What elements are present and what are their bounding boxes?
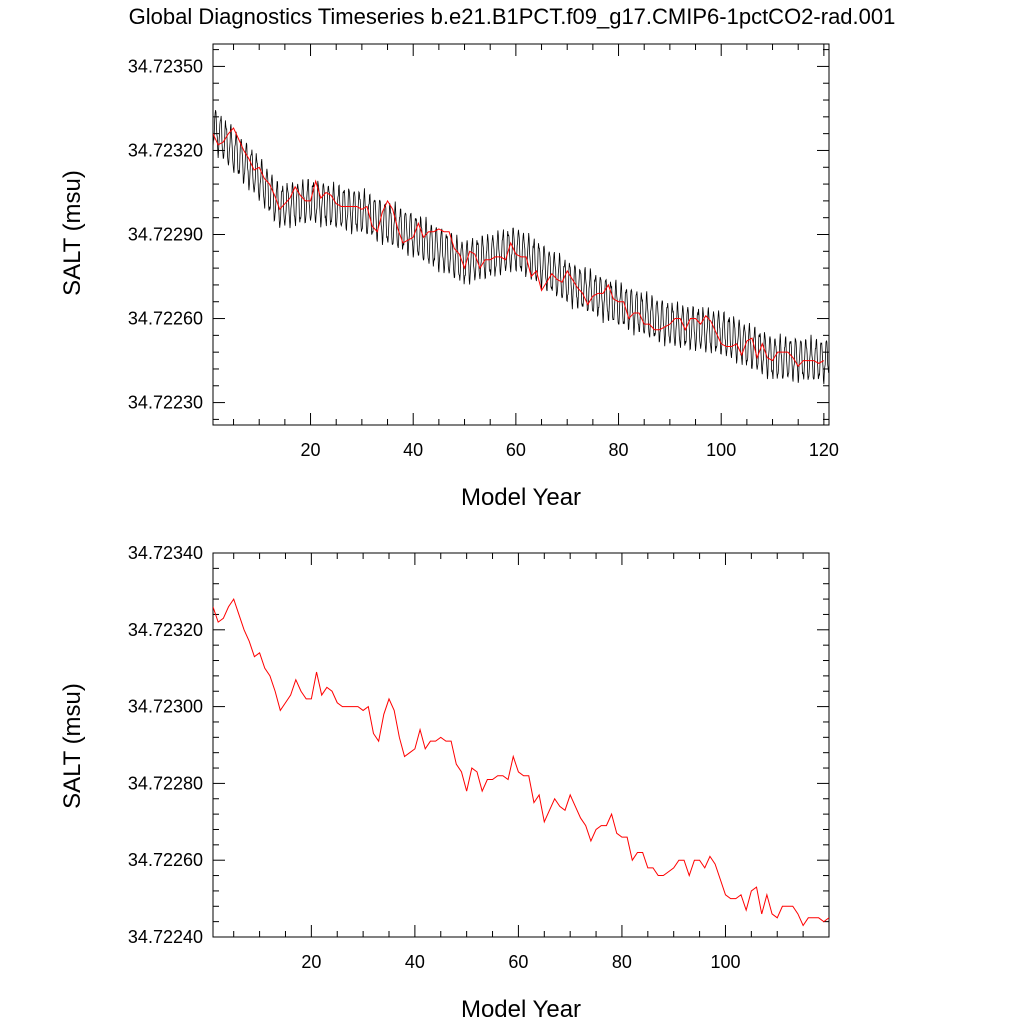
x-tick-label: 40 xyxy=(405,952,425,972)
x-tick-label: 120 xyxy=(809,440,839,460)
annual-series-line xyxy=(213,127,825,367)
y-tick-label: 34.72340 xyxy=(128,543,203,563)
bottom-x-axis-title: Model Year xyxy=(461,996,581,1023)
x-tick-label: 100 xyxy=(710,952,740,972)
y-tick-label: 34.72320 xyxy=(128,620,203,640)
plot-frame xyxy=(212,552,830,938)
x-tick-label: 80 xyxy=(609,440,629,460)
y-tick-label: 34.72300 xyxy=(128,697,203,717)
y-tick-label: 34.72280 xyxy=(128,773,203,793)
x-tick-label: 80 xyxy=(612,952,632,972)
x-tick-label: 60 xyxy=(506,440,526,460)
y-tick-label: 34.72290 xyxy=(128,225,203,245)
figure-title: Global Diagnostics Timeseries b.e21.B1PC… xyxy=(129,4,896,29)
y-tick-label: 34.72350 xyxy=(128,56,203,76)
y-tick-label: 34.72260 xyxy=(128,309,203,329)
x-tick-label: 40 xyxy=(403,440,423,460)
monthly-series-line xyxy=(213,110,829,385)
x-tick-label: 20 xyxy=(301,952,321,972)
top-panel: Model Year SALT (msu) 34.72230 34.72260 34… xyxy=(59,43,839,511)
y-tick-label: 34.72240 xyxy=(128,927,203,947)
top-x-axis-title: Model Year xyxy=(461,484,581,511)
bottom-panel: Model Year SALT (msu) 34.72240 34.72260 34… xyxy=(59,543,830,1023)
x-tick-label: 100 xyxy=(706,440,736,460)
y-tick-label: 34.72230 xyxy=(128,393,203,413)
y-tick-label: 34.72260 xyxy=(128,850,203,870)
bottom-y-axis-title: SALT (msu) xyxy=(59,683,86,809)
x-tick-label: 20 xyxy=(301,440,321,460)
y-tick-label: 34.72320 xyxy=(128,140,203,160)
x-tick-label: 60 xyxy=(508,952,528,972)
annual-series-line xyxy=(213,597,829,927)
top-y-axis-title: SALT (msu) xyxy=(59,170,86,296)
